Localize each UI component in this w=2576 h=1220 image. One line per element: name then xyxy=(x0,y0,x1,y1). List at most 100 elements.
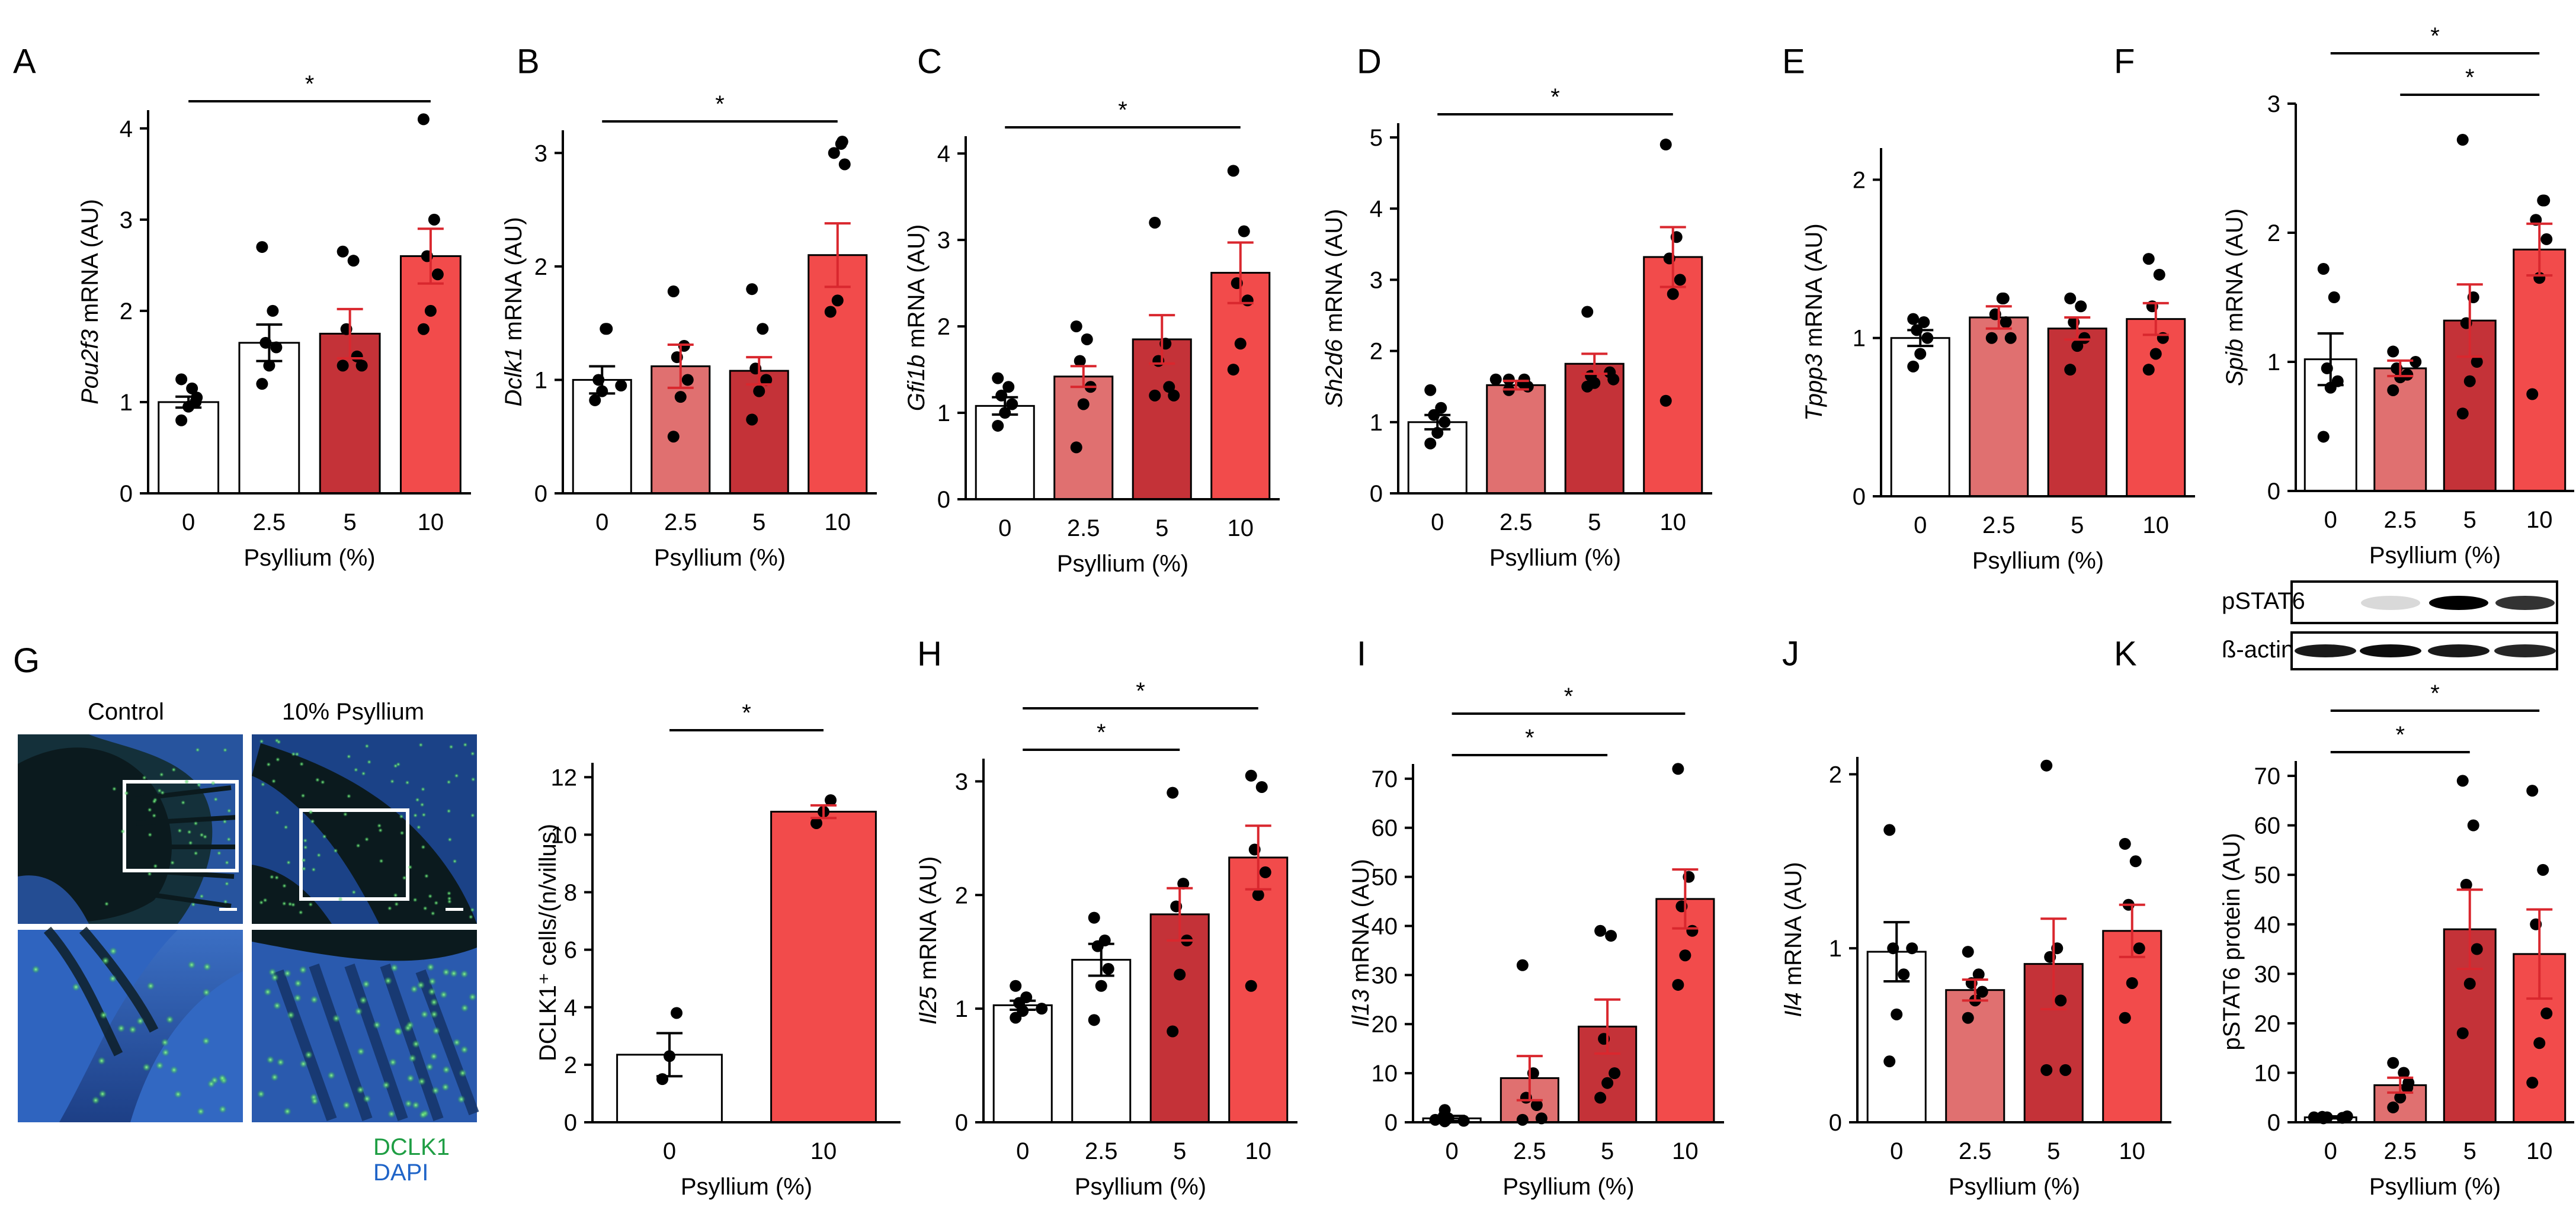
y-tick-label: 50 xyxy=(2254,862,2281,888)
y-tick-label: 50 xyxy=(1372,865,1398,891)
chart-panel-j: J 0 1 2 Il4 mRNA (AU) 0 2.5 5 10 Psyllium (%) xyxy=(1780,635,2171,1200)
data-point xyxy=(1074,355,1086,367)
chart-panel-k: K 0 10 20 30 40 50 60 70 pSTAT6 protein (AU) 0 2.5 5… xyxy=(2114,635,2574,1200)
data-point xyxy=(1177,878,1190,890)
y-tick-label: 3 xyxy=(2267,91,2280,117)
dclk1-dot xyxy=(308,810,313,815)
data-point xyxy=(270,341,283,354)
dclk1-dot xyxy=(394,901,399,907)
x-axis-label: Psyllium (%) xyxy=(1075,1174,1206,1200)
y-tick-label: 0 xyxy=(120,481,133,507)
dclk1-dot xyxy=(430,1052,438,1061)
dclk1-dot xyxy=(224,881,229,887)
y-axis-label: Spib mRNA (AU) xyxy=(2222,208,2248,386)
x-tick-label: 5 xyxy=(2463,1138,2476,1164)
data-point xyxy=(337,245,349,258)
data-point xyxy=(2471,356,2483,368)
data-point xyxy=(1962,946,1974,958)
dclk1-dot xyxy=(411,1101,420,1110)
dclk1-dot xyxy=(387,906,392,911)
data-point xyxy=(2402,1077,2415,1089)
dclk1-dot xyxy=(390,964,399,972)
dclk1-dot xyxy=(421,812,427,817)
chart-panel-g: 0 2 4 6 8 10 12 DCLK1⁺ cells/(n/villus) 0 10 Psyll… xyxy=(535,700,901,1200)
bar-10 xyxy=(1210,272,1271,500)
dclk1-dot xyxy=(108,974,117,983)
data-point xyxy=(1167,1025,1179,1038)
y-tick-label: 0 xyxy=(955,1110,968,1136)
dclk1-dot xyxy=(454,773,459,778)
data-point xyxy=(2040,759,2053,772)
x-tick-label: 2.5 xyxy=(2383,507,2417,533)
data-point xyxy=(1679,949,1691,962)
dclk1-dot xyxy=(460,1004,469,1013)
bar-0 xyxy=(572,378,632,495)
significance-star: * xyxy=(1550,84,1560,110)
data-point xyxy=(1516,959,1529,971)
x-axis-label: Psyllium (%) xyxy=(1949,1174,2080,1200)
dclk1-dot xyxy=(442,968,451,977)
psyllium-overview-image xyxy=(252,734,477,924)
dclk1-dot xyxy=(446,891,451,896)
data-point xyxy=(1907,313,1920,325)
y-tick-label: 20 xyxy=(2254,1011,2281,1037)
dclk1-dot xyxy=(298,910,303,915)
dclk1-dot xyxy=(161,1038,169,1047)
data-point xyxy=(1609,1067,1621,1080)
pstat6-band xyxy=(2495,596,2555,610)
dclk1-dot xyxy=(152,799,157,804)
data-point xyxy=(2071,340,2084,352)
data-point xyxy=(1070,441,1082,454)
dclk1-dot xyxy=(195,747,200,753)
data-point xyxy=(1081,333,1093,345)
dclk1-dot xyxy=(353,767,358,772)
dclk1-dot xyxy=(299,1060,308,1068)
bar-2.5 xyxy=(2373,367,2427,492)
dclk1-dot xyxy=(364,837,370,842)
x-tick-label: 5 xyxy=(2463,507,2476,533)
data-point xyxy=(1149,216,1161,229)
dclk1-dot xyxy=(159,772,164,777)
dclk1-dot xyxy=(361,980,370,988)
y-axis-label: Sh2d6 mRNA (AU) xyxy=(1321,209,1347,408)
data-point xyxy=(1238,225,1250,237)
data-point xyxy=(1174,968,1186,981)
blot-label-pstat6: pSTAT6 xyxy=(2222,588,2305,614)
dclk1-dot xyxy=(342,811,348,817)
data-point xyxy=(1010,980,1022,992)
x-tick-label: 10 xyxy=(2526,507,2553,533)
dclk1-dot xyxy=(378,828,383,833)
x-tick-label: 10 xyxy=(825,509,851,535)
data-point xyxy=(1918,316,1930,328)
dclk1-dot xyxy=(428,894,433,899)
dclk1-dot xyxy=(196,782,201,788)
dclk1-dot xyxy=(270,973,279,982)
y-tick-label: 1 xyxy=(120,390,133,416)
y-tick-label: 2 xyxy=(1829,762,1842,788)
y-tick-label: 5 xyxy=(1370,125,1383,151)
significance-star: * xyxy=(1525,725,1534,751)
data-point xyxy=(2456,407,2469,420)
data-point xyxy=(2387,1057,2399,1069)
chart-panel-f: F 0 1 2 3 Spib mRNA (AU) 0 2.5 5 10 Psyllium (%) * * xyxy=(2114,23,2574,569)
dclk1-dot xyxy=(315,777,320,782)
data-point xyxy=(355,359,368,372)
panel-letter-i: I xyxy=(1357,635,1366,673)
x-tick-label: 10 xyxy=(2526,1138,2553,1164)
bar-2.5 xyxy=(1486,384,1546,495)
dclk1-dot xyxy=(421,786,426,792)
dclk1-dot xyxy=(117,1024,126,1033)
dclk1-dot xyxy=(269,874,274,879)
dclk1-dot xyxy=(377,823,382,829)
dclk1-dot xyxy=(207,1080,216,1089)
dclk1-dot xyxy=(193,821,198,826)
data-point xyxy=(1167,786,1179,799)
x-axis-label: Psyllium (%) xyxy=(654,545,786,571)
data-point xyxy=(2533,1037,2546,1049)
dclk1-dot xyxy=(128,1025,137,1034)
x-tick-label: 5 xyxy=(1601,1138,1614,1164)
dclk1-dot xyxy=(452,859,457,864)
x-tick-label: 10 xyxy=(1245,1138,1272,1164)
y-tick-label: 1 xyxy=(937,400,950,426)
